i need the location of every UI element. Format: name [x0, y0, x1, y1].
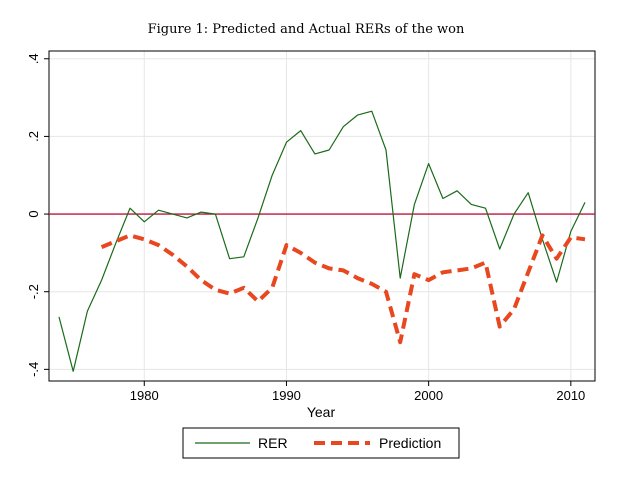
legend: RER Prediction — [182, 427, 460, 459]
x-axis-label: Year — [307, 404, 336, 420]
y-axis: -.4 -.2 0 .2 .4 — [26, 53, 49, 377]
legend-label-prediction: Prediction — [379, 435, 441, 451]
y-tick-label: .2 — [26, 131, 41, 142]
chart-title: Figure 1: Predicted and Actual RERs of t… — [148, 22, 465, 37]
plot-frame — [48, 50, 596, 382]
series-line-rer — [58, 110, 586, 372]
y-tick-label: 0 — [26, 210, 41, 217]
x-tick-label: 2010 — [556, 388, 585, 403]
x-tick-label: 2000 — [414, 388, 443, 403]
y-tick-label: -.4 — [26, 362, 41, 377]
x-tick-label: 1980 — [130, 388, 159, 403]
series-line-prediction — [100, 233, 586, 345]
series-layer — [58, 110, 586, 372]
x-tick-label: 1990 — [272, 388, 301, 403]
y-tick-label: .4 — [26, 53, 41, 64]
y-tick-label: -.2 — [26, 284, 41, 299]
x-axis: 1980 1990 2000 2010 — [130, 381, 585, 403]
legend-label-rer: RER — [258, 435, 288, 451]
